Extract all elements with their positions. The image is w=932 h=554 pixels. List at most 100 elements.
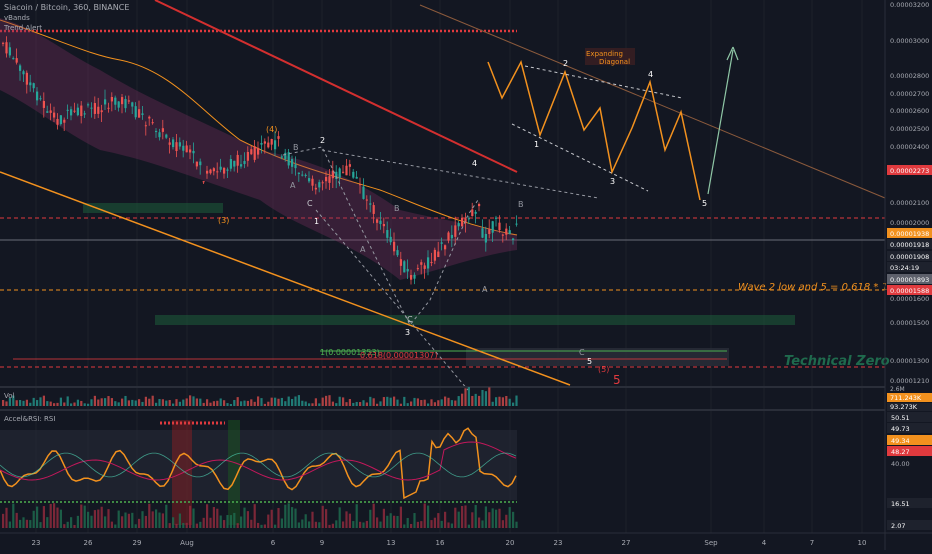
rsi-hist-bar xyxy=(172,517,175,528)
candle-body xyxy=(294,164,297,169)
volume-bar xyxy=(267,401,270,406)
volume-bar xyxy=(454,400,457,406)
wave-label-A1: A xyxy=(290,181,296,190)
volume-bar xyxy=(450,400,453,406)
time-tick-label: 16 xyxy=(436,539,445,547)
rsi-hist-bar xyxy=(491,508,494,528)
price-tick-label: 0.00003200 xyxy=(890,1,929,9)
candle-body xyxy=(22,71,25,75)
candle-body xyxy=(39,98,42,100)
price-badge-label: 0.00002273 xyxy=(890,167,929,175)
candle-body xyxy=(413,274,416,279)
volume-bar xyxy=(403,396,406,406)
wave-label-4-paren: (4) xyxy=(266,125,277,134)
rsi-hist-bar xyxy=(219,515,222,528)
candle-body xyxy=(172,139,175,148)
candle-body xyxy=(46,111,49,113)
volume-bar xyxy=(199,398,202,406)
rsi-hist-bar xyxy=(8,521,11,528)
indicator-vbands-label[interactable]: vBands xyxy=(4,14,30,22)
rsi-badge xyxy=(887,423,932,433)
candle-body xyxy=(461,217,464,227)
volume-bar xyxy=(226,403,229,406)
volume-bar xyxy=(100,398,103,406)
volume-bar xyxy=(410,401,413,406)
candle-body xyxy=(457,223,460,227)
rsi-hist-bar xyxy=(335,520,338,528)
rsi-hist-bar xyxy=(362,522,365,528)
volume-bar xyxy=(484,391,487,406)
orange-projection-path xyxy=(487,59,701,201)
rsi-hist-bar xyxy=(127,513,130,528)
rsi-hist-bar xyxy=(121,516,124,528)
volume-bar xyxy=(155,402,158,406)
candle-body xyxy=(66,109,69,111)
rsi-hist-bar xyxy=(80,504,83,528)
time-axis[interactable]: 23 26 29 Aug 6 9 13 16 20 23 27 Sep 4 7 10 xyxy=(32,539,867,547)
rsi-hist-bar xyxy=(131,512,134,528)
rsi-hist-bar xyxy=(294,508,297,528)
volume-bar xyxy=(280,397,283,406)
rsi-hist-bar xyxy=(90,515,93,528)
candle-body xyxy=(233,160,236,167)
rsi-hist-bar xyxy=(284,504,287,528)
rsi-hist-bar xyxy=(97,509,100,528)
price-axis[interactable]: 0.00003200 0.00003000 0.00002800 0.00002700… xyxy=(887,1,932,385)
candle-body xyxy=(491,221,494,233)
indicator-trend-label[interactable]: Trend Alert xyxy=(4,24,43,32)
rsi-hist-bar xyxy=(15,512,18,528)
candle-body xyxy=(131,102,134,107)
candle-body xyxy=(355,176,358,179)
rsi-hist-bar xyxy=(308,521,311,528)
grid-lines xyxy=(35,0,863,533)
candle-body xyxy=(396,250,399,256)
volume-bar xyxy=(240,401,243,406)
candle-body xyxy=(76,107,79,116)
rsi-hist-bar xyxy=(70,517,73,528)
volume-bar xyxy=(263,403,266,406)
candle-body xyxy=(301,174,304,176)
volume-bar xyxy=(53,403,56,406)
price-tick-label: 0.00001300 xyxy=(890,357,929,365)
rsi-hist-bar xyxy=(352,521,355,528)
rsi-badge-label: 48.27 xyxy=(891,448,910,456)
volume-bar xyxy=(355,401,358,406)
symbol-title[interactable]: Siacoin / Bitcoin, 360, BINANCE xyxy=(4,3,130,12)
candle-body xyxy=(195,161,198,167)
candle-body xyxy=(240,164,243,167)
rsi-hist-bar xyxy=(280,518,283,528)
candle-body xyxy=(104,99,107,105)
candle-body xyxy=(127,100,130,102)
fib-0618-label: 0.618(0.00001307) xyxy=(360,351,438,360)
rsi-hist-bar xyxy=(110,521,113,528)
rsi-hist-bar xyxy=(311,511,314,528)
price-tick-label: 0.00001210 xyxy=(890,377,929,385)
candle-body xyxy=(335,171,338,179)
candle-body xyxy=(464,218,467,224)
rsi-hist-bar xyxy=(396,515,399,528)
support-zone-box-bottom xyxy=(155,315,795,325)
rsi-hist-bar xyxy=(206,504,209,528)
candle-body xyxy=(450,234,453,239)
rsi-hist-bar xyxy=(474,505,477,528)
rsi-hist-bar xyxy=(379,521,382,528)
candle-body xyxy=(209,169,212,174)
candle-body xyxy=(280,156,283,158)
rsi-hist-bar xyxy=(447,522,450,528)
rsi-hist-bar xyxy=(440,520,443,528)
candle-body xyxy=(206,170,209,174)
candle-body xyxy=(321,182,324,184)
volume-bar xyxy=(437,400,440,406)
volume-bar xyxy=(328,395,331,406)
volume-bar xyxy=(121,398,124,406)
volume-bar xyxy=(90,399,93,406)
candle-body xyxy=(454,225,457,237)
volume-bar xyxy=(202,402,205,406)
volume-badge xyxy=(887,393,932,402)
time-tick-label: 20 xyxy=(506,539,515,547)
rsi-hist-bar xyxy=(175,523,178,528)
volume-bar xyxy=(365,402,368,406)
rsi-hist-bar xyxy=(416,521,419,528)
